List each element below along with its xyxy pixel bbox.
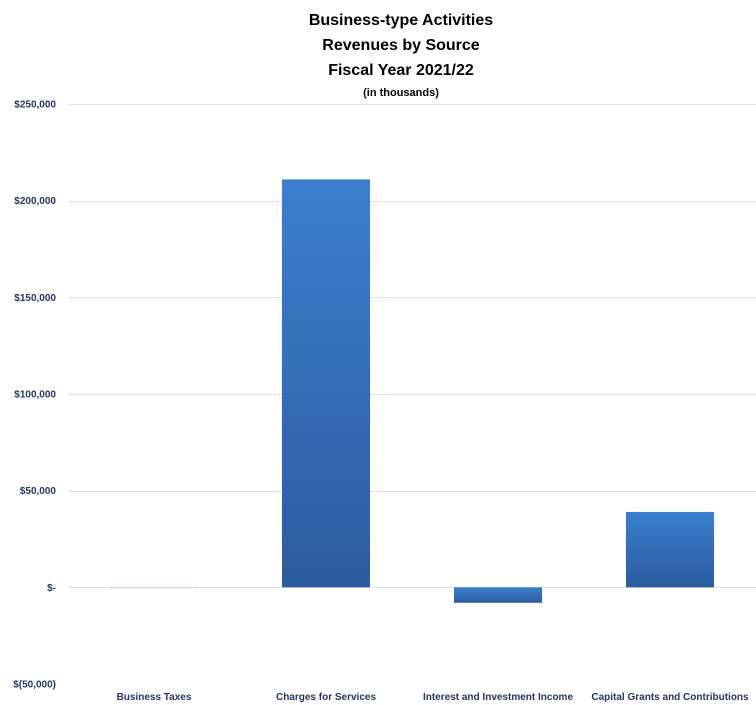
chart-subtitle: (in thousands) (363, 87, 439, 99)
y-tick-label: $100,000 (14, 390, 56, 401)
y-tick-label: $- (47, 583, 56, 594)
y-tick-label: $250,000 (14, 100, 56, 111)
bars (110, 179, 714, 603)
chart-title-line-1: Business-type Activities (309, 12, 493, 29)
x-category-label: Capital Grants and Contributions (591, 692, 749, 703)
y-tick-label: $150,000 (14, 293, 56, 304)
bar (626, 511, 714, 588)
bar (454, 587, 542, 603)
chart-title: Business-type Activities Revenues by Sou… (309, 12, 493, 99)
y-axis-tick-labels: $250,000 $200,000 $150,000 $100,000 $50,000 $… (13, 100, 56, 691)
x-axis-category-labels: Business Taxes Charges for Services Intere… (117, 692, 749, 703)
bar (110, 587, 198, 589)
chart-title-line-2: Revenues by Source (322, 37, 480, 54)
x-category-label: Business Taxes (117, 692, 192, 703)
bar (282, 179, 370, 588)
y-tick-label: $200,000 (14, 196, 56, 207)
y-tick-label: $(50,000) (13, 680, 56, 691)
y-tick-label: $50,000 (20, 486, 57, 497)
x-category-label: Charges for Services (276, 692, 376, 703)
x-category-label: Interest and Investment Income (423, 692, 573, 703)
chart-title-line-3: Fiscal Year 2021/22 (328, 62, 474, 79)
